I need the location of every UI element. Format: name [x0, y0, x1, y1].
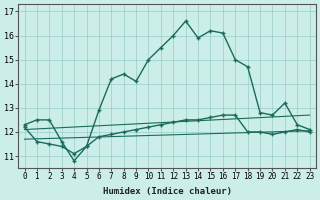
X-axis label: Humidex (Indice chaleur): Humidex (Indice chaleur): [103, 187, 232, 196]
